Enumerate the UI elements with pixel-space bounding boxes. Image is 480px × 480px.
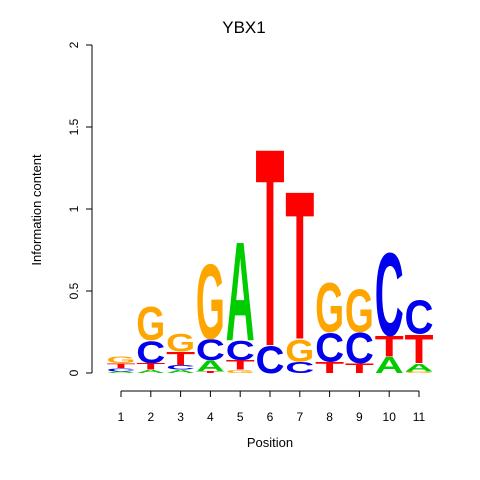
- logo-letter-c: C: [285, 359, 314, 377]
- logo-letter-g: G: [405, 371, 434, 374]
- y-tick-label: 0.5: [67, 282, 81, 299]
- logo-letter-c: C: [106, 367, 135, 372]
- x-tick-label: 5: [237, 410, 244, 424]
- x-tick-label: 4: [207, 410, 214, 424]
- logo-letter-g: G: [166, 329, 195, 357]
- logo-letter-g: G: [345, 276, 374, 345]
- x-tick-label: 3: [177, 410, 184, 424]
- x-tick-label: 7: [296, 410, 303, 424]
- y-axis: 0 0.5 1 1.5 2: [67, 41, 93, 376]
- logo-letter-t: T: [166, 348, 195, 369]
- logo-letter-a: A: [136, 369, 165, 374]
- logo-letter-c: C: [375, 228, 404, 361]
- logo-letter-t: T: [106, 362, 135, 370]
- logo-letter-t: T: [136, 362, 165, 372]
- chart-title: YBX1: [222, 18, 265, 37]
- logo-letter-g: G: [136, 298, 165, 352]
- logo-letter-c: C: [345, 324, 374, 373]
- logo-letter-c: C: [136, 334, 165, 370]
- logo-letter-g: G: [226, 369, 255, 374]
- x-tick-label: 1: [118, 410, 125, 424]
- logo-letter-t: T: [285, 147, 314, 384]
- x-tick-label: 8: [326, 410, 333, 424]
- logo-letter-t: T: [405, 327, 434, 372]
- y-tick-label: 1: [67, 205, 81, 212]
- logo-letter-c: C: [166, 364, 195, 372]
- logo-letter-c: C: [226, 336, 255, 366]
- logo-letter-c: C: [196, 334, 225, 367]
- logo-letter-a: A: [226, 212, 255, 370]
- y-axis-label: Information content: [29, 154, 44, 266]
- logo-letter-a: A: [166, 369, 195, 374]
- logo-letter-t: T: [345, 361, 374, 376]
- x-tick-label: 11: [413, 410, 426, 424]
- logo-letter-t: T: [375, 330, 404, 363]
- logo-letter-a: A: [106, 371, 135, 374]
- logo-letter-t: T: [315, 359, 344, 377]
- x-axis-label: Position: [247, 435, 293, 450]
- logo-letter-t: T: [196, 371, 226, 374]
- logo-letter-a: A: [196, 357, 225, 375]
- logo-letter-g: G: [107, 355, 136, 365]
- x-tick-label: 2: [147, 410, 154, 424]
- logo-letter-a: A: [405, 361, 434, 374]
- logo-letter-c: C: [256, 339, 285, 382]
- logo-letter-g: G: [196, 241, 225, 361]
- logo-letter-c: C: [315, 324, 344, 370]
- logo-letter-c: C: [405, 291, 434, 344]
- logo-letter-g: G: [285, 334, 314, 369]
- x-axis: 1 2 3 4 5 6 7 8 9 10 11: [118, 390, 426, 424]
- x-tick-label: 6: [267, 410, 274, 424]
- y-tick-label: 2: [67, 41, 81, 48]
- x-tick-label: 10: [383, 410, 397, 424]
- logo-letter-a: A: [375, 352, 404, 378]
- logo-letter-t: T: [226, 358, 255, 373]
- y-tick-label: 1.5: [67, 118, 81, 135]
- logo-letter-t: T: [256, 90, 285, 405]
- x-tick-label: 9: [356, 410, 363, 424]
- y-tick-label: 0: [67, 369, 81, 376]
- logo-letter-g: G: [315, 268, 344, 347]
